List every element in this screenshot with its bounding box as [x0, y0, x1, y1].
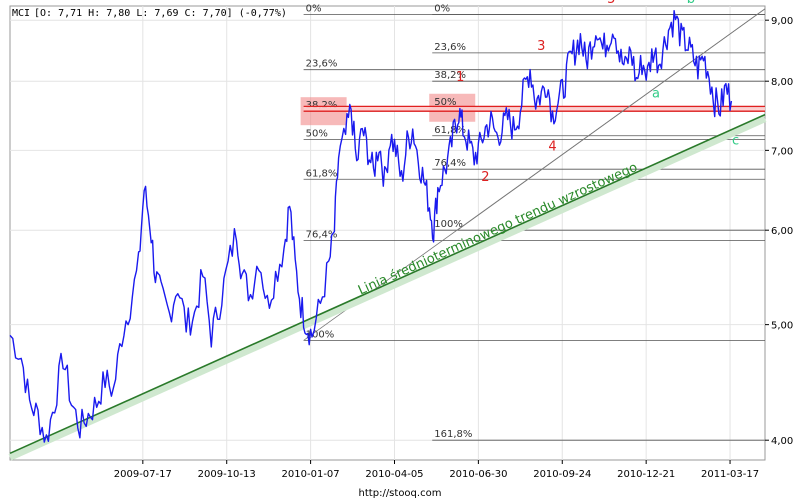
wave-label: b — [687, 0, 695, 7]
x-tick-label: 2010-06-30 — [449, 469, 507, 480]
fib-level-label: 61,8% — [434, 125, 466, 136]
x-tick-label: 2011-03-17 — [701, 469, 759, 480]
fib-level-label: 100% — [306, 329, 335, 340]
fib-level-label: 76,4% — [434, 158, 466, 169]
trendline-shadow — [8, 115, 767, 461]
fib-level-label: 38,2% — [306, 100, 338, 111]
fib-level-label: 23,6% — [306, 59, 338, 70]
wave-label: 1 — [456, 70, 464, 85]
y-tick-label: 4,00 — [771, 436, 793, 447]
x-tick-label: 2010-12-21 — [617, 469, 675, 480]
wave-label: 2 — [481, 170, 489, 185]
fib-level-label: 161,8% — [434, 429, 472, 440]
fib-level-label: 50% — [434, 97, 456, 108]
fib-level-label: 0% — [306, 3, 322, 14]
axes: 4,00 5,00 6,00 7,00 8,00 9,00 2009-07-17 2009-1… — [114, 16, 794, 480]
y-tick-label: 5,00 — [771, 321, 793, 332]
fib-level-label: 0% — [434, 3, 450, 14]
price-line — [9, 10, 733, 443]
wave-label: c — [732, 133, 739, 148]
y-tick-label: 9,00 — [771, 16, 793, 27]
y-tick-label: 8,00 — [771, 77, 793, 88]
wave-labels: 1 2 3 4 5 a b c — [456, 0, 739, 185]
fib-level-label: 23,6% — [434, 42, 466, 53]
y-tick-label: 7,00 — [771, 146, 793, 157]
fib-level-label: 38,2% — [434, 70, 466, 81]
header-ohlc: [O: 7,71 H: 7,80 L: 7,69 C: 7,70] (-0,77… — [34, 8, 287, 19]
support-band — [303, 105, 765, 112]
wave-label: a — [652, 87, 660, 102]
wave-label: 3 — [537, 39, 545, 54]
trendline — [9, 113, 766, 455]
plot-frame — [9, 5, 766, 461]
header-ticker: MCI — [12, 8, 30, 19]
fib-level-label: 61,8% — [306, 168, 338, 179]
fib-level-label: 100% — [434, 219, 463, 230]
wave-label: 5 — [607, 0, 615, 7]
y-tick-label: 6,00 — [771, 226, 793, 237]
channel-line — [303, 8, 766, 341]
x-tick-label: 2010-09-24 — [533, 469, 591, 480]
x-tick-label: 2009-10-13 — [198, 469, 256, 480]
fib-level-label: 50% — [306, 128, 328, 139]
support-band-fill — [303, 106, 765, 112]
wave-label: 4 — [548, 139, 556, 154]
fibonacci-levels: 0% 23,6% 38,2% 50% 61,8% 76,4% 100% 0% 23,6% 38,2… — [300, 3, 765, 441]
fib-level-label: 76,4% — [306, 230, 338, 241]
x-tick-label: 2010-01-07 — [282, 469, 340, 480]
x-tick-label: 2009-07-17 — [114, 469, 172, 480]
price-series — [9, 10, 733, 443]
source-label: http://stooq.com — [359, 488, 442, 499]
x-tick-label: 2010-04-05 — [365, 469, 423, 480]
